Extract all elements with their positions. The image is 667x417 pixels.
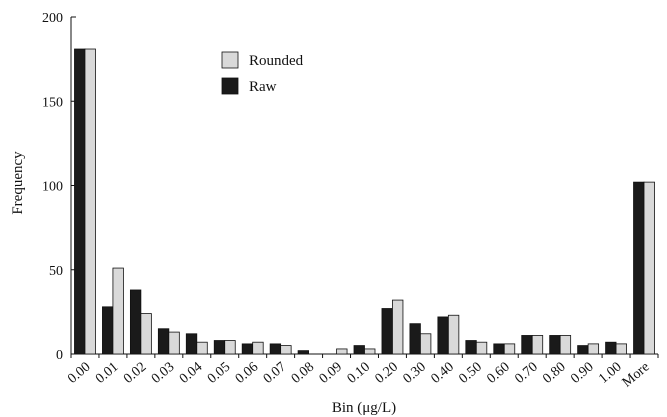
bar-rounded-0-40 <box>447 314 460 355</box>
bar-raw-0-40 <box>437 316 449 355</box>
x-tick-label: 0.50 <box>456 360 484 387</box>
bar-rounded-0-90 <box>587 343 600 355</box>
legend-swatch-raw <box>221 77 239 95</box>
y-tick-label: 100 <box>42 180 63 195</box>
bar-raw-more <box>633 181 645 355</box>
x-tick-label: 0.70 <box>512 360 540 387</box>
x-tick-label: 0.20 <box>373 360 401 387</box>
x-tick-label: 0.80 <box>540 360 568 387</box>
bar-rounded-0-00 <box>84 48 96 355</box>
y-tick-label: 0 <box>56 348 63 363</box>
bar-raw-0-10 <box>353 345 365 355</box>
bar-rounded-0-80 <box>559 335 572 355</box>
bar-rounded-0-01 <box>112 267 124 355</box>
bar-rounded-1-00 <box>615 343 627 355</box>
bar-raw-0-06 <box>241 343 254 355</box>
bar-rounded-0-05 <box>224 340 236 355</box>
y-axis: 0 50 100 150 200 <box>42 11 76 363</box>
legend: Rounded Raw <box>221 51 304 95</box>
bar-rounded-0-02 <box>140 313 152 355</box>
x-tick-label: 0.60 <box>484 360 512 387</box>
x-tick-label: 0.02 <box>121 360 149 387</box>
x-tick-label: 0.05 <box>205 360 233 387</box>
x-tick-label: 0.40 <box>429 360 457 387</box>
x-tick-label: 0.00 <box>65 360 93 387</box>
x-tick-label: 0.06 <box>233 360 261 387</box>
x-tick-label: 0.07 <box>261 360 289 387</box>
x-tick-label: 0.09 <box>317 360 345 387</box>
x-tick-label: 0.90 <box>568 360 596 387</box>
bar-rounded-0-09 <box>336 348 348 355</box>
x-tick-label: 0.08 <box>289 360 317 387</box>
x-tick-label: 0.10 <box>345 360 373 387</box>
y-tick-label: 50 <box>49 264 63 279</box>
bar-raw-0-07 <box>269 343 282 355</box>
bar-rounded-0-06 <box>252 341 264 355</box>
x-tick-label: 0.03 <box>149 360 177 387</box>
bar-rounded-0-20 <box>392 299 404 355</box>
x-axis-title: Bin (μg/L) <box>332 400 396 416</box>
bar-rounded-0-10 <box>364 348 376 355</box>
bar-raw-0-08 <box>297 350 309 355</box>
x-tick-label: More <box>620 360 653 391</box>
x-tick-label: 0.30 <box>401 360 429 387</box>
bar-raw-1-00 <box>605 341 617 355</box>
bar-rounded-0-04 <box>196 341 208 355</box>
bar-rounded-0-70 <box>531 335 544 355</box>
legend-label-rounded: Rounded <box>249 53 304 69</box>
bar-raw-0-70 <box>521 335 533 355</box>
bar-rounded-more <box>643 181 655 355</box>
x-tick-label: 1.00 <box>596 360 624 387</box>
bar-raw-0-90 <box>577 345 589 355</box>
bar-raw-0-01 <box>102 306 114 355</box>
bars <box>74 48 655 355</box>
bar-rounded-0-03 <box>168 331 180 355</box>
bar-raw-0-50 <box>465 340 477 355</box>
bar-raw-0-80 <box>549 335 561 355</box>
bar-raw-0-04 <box>185 333 198 355</box>
bar-rounded-0-07 <box>280 345 292 355</box>
legend-label-raw: Raw <box>249 79 277 95</box>
legend-swatch-rounded <box>221 51 239 69</box>
bar-raw-0-20 <box>381 308 393 355</box>
y-axis-title: Frequency <box>10 151 26 215</box>
bar-raw-0-60 <box>493 343 505 355</box>
y-tick-label: 150 <box>42 95 63 110</box>
bar-rounded-0-60 <box>503 343 516 355</box>
bar-raw-0-03 <box>157 328 170 355</box>
y-tick-label: 200 <box>42 11 63 26</box>
bar-raw-0-00 <box>74 48 86 355</box>
bar-raw-0-05 <box>213 340 226 355</box>
bar-raw-0-30 <box>409 323 421 355</box>
bar-rounded-0-30 <box>420 333 432 355</box>
x-tick-label: 0.04 <box>177 360 205 387</box>
x-axis: 0.00 0.01 0.02 0.03 0.04 0.05 0.06 0.07 0.08 0.09… <box>65 353 659 391</box>
x-tick-label: 0.01 <box>93 360 121 387</box>
bar-rounded-0-50 <box>475 341 488 355</box>
bar-raw-0-02 <box>129 289 142 355</box>
